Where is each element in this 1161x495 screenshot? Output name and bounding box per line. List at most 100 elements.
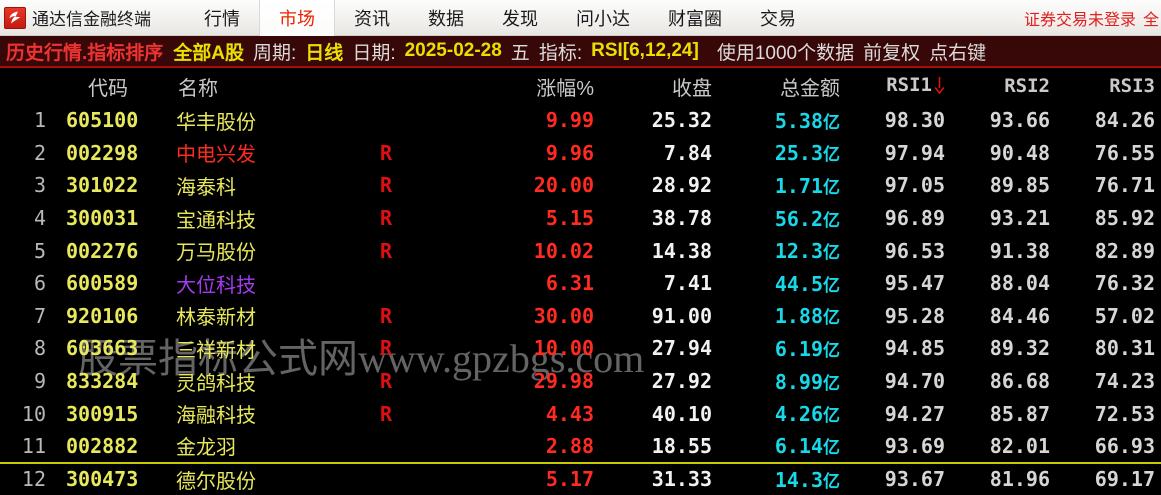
col-header-index: [0, 68, 52, 104]
cell-amount-unit: 亿: [823, 243, 840, 264]
cell-margin-flag: R: [380, 206, 393, 231]
infobar-scope[interactable]: 全部A股: [173, 42, 245, 64]
table-row[interactable]: 1 605100 华丰股份 9.99 25.32 5.38亿 98.30 93.66 84.26: [0, 104, 1161, 137]
cell-change-pct: 4.43: [545, 401, 594, 426]
menu-item-shuju[interactable]: 数据: [428, 8, 464, 29]
cell-rsi1: 97.05: [884, 173, 945, 198]
col-header-rsi2[interactable]: RSI2: [1004, 75, 1050, 97]
quotes-table-body: 1 605100 华丰股份 9.99 25.32 5.38亿 98.30 93.66 84.26…: [0, 104, 1161, 495]
cell-close: 18.55: [600, 429, 718, 464]
menu-item-hangqing[interactable]: 行情: [204, 8, 240, 29]
cell-change-pct: 20.00: [533, 173, 594, 198]
cell-index: 2: [33, 140, 46, 165]
sort-arrow-down-icon[interactable]: [934, 76, 945, 99]
cell-name: 海泰科: [176, 176, 236, 199]
cell-close: 7.41: [663, 271, 712, 296]
cell-amount-unit: 亿: [823, 373, 840, 394]
app-brand-title: 通达信金融终端: [32, 10, 151, 29]
cell-margin-flag: [360, 267, 480, 300]
cell-rsi2: 91.38: [989, 238, 1050, 263]
cell-rsi3: 76.32: [1094, 271, 1155, 296]
cell-change-pct: 10.00: [533, 336, 594, 361]
cell-close: 40.10: [651, 401, 712, 426]
cell-rsi1: 97.94: [884, 140, 945, 165]
infobar-indicator-value[interactable]: RSI[6,12,24]: [591, 40, 699, 61]
cell-name: 金龙羽: [170, 429, 360, 464]
menu-trailing-text[interactable]: 全: [1142, 12, 1159, 29]
main-menu-bar: 通达信金融终端 行情 市场 资讯 数据 发现 问小达 财富圈 交易 证券交易未登…: [0, 0, 1161, 36]
col-header-close[interactable]: 收盘: [672, 77, 712, 100]
infobar-adjust-mode[interactable]: 前复权: [863, 42, 921, 64]
menu-item-faxian[interactable]: 发现: [502, 8, 538, 29]
cell-rsi2: 88.04: [989, 271, 1050, 296]
cell-rsi3: 57.02: [1094, 303, 1155, 328]
table-row[interactable]: 12 300473 德尔股份 5.17 31.33 14.3亿 93.67 81.96 69.1…: [0, 463, 1161, 495]
cell-amount: 1.71亿: [774, 173, 840, 198]
login-status-text[interactable]: 证券交易未登录: [1023, 12, 1136, 29]
infobar-date-value[interactable]: 2025-02-28: [404, 40, 502, 61]
cell-name: 中电兴发: [176, 144, 256, 167]
table-row[interactable]: 5 002276 万马股份 R 10.02 14.38 12.3亿 96.53 91.38 82.…: [0, 234, 1161, 267]
cell-rsi3: 76.71: [1094, 173, 1155, 198]
col-header-rsi1[interactable]: RSI1: [846, 68, 951, 104]
cell-rsi1: 94.85: [884, 336, 945, 361]
menu-item-caifuquan[interactable]: 财富圈: [668, 8, 722, 29]
table-row[interactable]: 2 002298 中电兴发 R 9.96 7.84 25.3亿 97.94 90.48 76.55: [0, 137, 1161, 170]
table-row[interactable]: 3 301022 海泰科 R 20.00 28.92 1.71亿 97.05 89.85 76.7…: [0, 169, 1161, 202]
cell-name: 大位科技: [176, 274, 256, 297]
cell-amount-unit: 亿: [823, 438, 840, 459]
cell-name: 三祥新材: [176, 339, 256, 362]
cell-margin-flag: [360, 429, 480, 464]
cell-index: 6: [33, 271, 46, 296]
infobar-data-count: 使用1000个数据: [716, 42, 855, 64]
cell-code: 002882: [52, 429, 170, 464]
cell-code: 605100: [66, 108, 139, 133]
menu-item-jiaoyi[interactable]: 交易: [760, 8, 796, 29]
col-header-name[interactable]: 名称: [178, 77, 218, 100]
cell-margin-flag: R: [380, 303, 393, 328]
cell-amount-unit: 亿: [823, 406, 840, 427]
cell-change-pct: 2.88: [480, 429, 600, 464]
table-row[interactable]: 11 002882 金龙羽 2.88 18.55 6.14亿 93.69 82.01 66.93: [0, 429, 1161, 464]
table-row[interactable]: 4 300031 宝通科技 R 5.15 38.78 56.2亿 96.89 93.21 85.9…: [0, 202, 1161, 235]
cell-rsi2: 89.85: [989, 173, 1050, 198]
cell-name: 华丰股份: [176, 111, 256, 134]
cell-rsi2: 85.87: [989, 401, 1050, 426]
cell-rsi1: 96.53: [884, 238, 945, 263]
cell-amount: 5.38亿: [774, 108, 840, 133]
col-header-change-pct[interactable]: 涨幅%: [536, 77, 594, 100]
cell-change-pct: 29.98: [533, 369, 594, 394]
col-header-rsi3[interactable]: RSI3: [1109, 75, 1155, 97]
menu-item-shichang[interactable]: 市场: [259, 0, 335, 36]
table-row[interactable]: 10 300915 海融科技 R 4.43 40.10 4.26亿 94.27 85.87 72.…: [0, 397, 1161, 430]
cell-change-pct: 30.00: [533, 303, 594, 328]
status-info-bar: 历史行情.指标排序 全部A股 周期: 日线 日期: 2025-02-28 五 指…: [0, 36, 1161, 68]
cell-amount: 14.3亿: [774, 467, 840, 492]
table-row[interactable]: 9 833284 灵鸽科技 R 29.98 27.92 8.99亿 94.70 86.68 74.…: [0, 365, 1161, 398]
quotes-table-container: 股票指标公式网www.gpzbgs.com 代码 名称 涨幅% 收盘 总金额 R…: [0, 68, 1161, 495]
cell-amount-unit: 亿: [823, 340, 840, 361]
col-header-amount[interactable]: 总金额: [780, 77, 840, 100]
table-row[interactable]: 7 920106 林泰新材 R 30.00 91.00 1.88亿 95.28 84.46 57.…: [0, 300, 1161, 333]
infobar-period-value[interactable]: 日线: [305, 42, 344, 64]
menu-item-wenxiaoda[interactable]: 问小达: [576, 8, 630, 29]
cell-rsi2: 90.48: [989, 140, 1050, 165]
col-header-rmark: [360, 68, 480, 104]
infobar-right-click-hint: 点右键: [929, 42, 987, 64]
cell-rsi3: 74.23: [1094, 369, 1155, 394]
cell-index: 4: [33, 206, 46, 231]
menu-item-zixun[interactable]: 资讯: [354, 8, 390, 29]
col-header-code[interactable]: 代码: [88, 77, 128, 100]
cell-name: 宝通科技: [176, 209, 256, 232]
menu-item-list: 行情 市场 资讯 数据 发现 问小达 财富圈 交易: [185, 0, 815, 36]
table-row[interactable]: 6 600589 大位科技 6.31 7.41 44.5亿 95.47 88.04 76.32: [0, 267, 1161, 300]
table-row[interactable]: 8 603663 三祥新材 R 10.00 27.94 6.19亿 94.85 89.32 80.…: [0, 332, 1161, 365]
cell-index: 5: [33, 238, 46, 263]
cell-rsi1: 94.70: [884, 369, 945, 394]
cell-change-pct: 9.96: [545, 140, 594, 165]
cell-index: 3: [33, 173, 46, 198]
cell-margin-flag: [360, 463, 480, 495]
cell-index: 1: [33, 108, 46, 133]
cell-rsi2: 82.01: [951, 429, 1056, 464]
cell-rsi2: 81.96: [989, 467, 1050, 492]
